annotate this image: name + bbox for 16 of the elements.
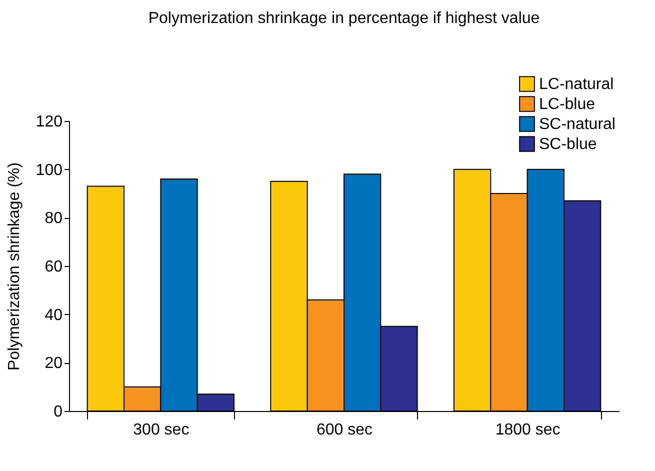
y-tick-label: 100 [36,162,63,179]
x-tick-label: 600 sec [316,422,373,438]
y-tick-label: 80 [44,210,63,228]
chart-title: Polymerization shrinkage in percentage if highest value [148,10,540,27]
legend-label: SC-blue [539,136,597,153]
y-axis-title: Polymerization shrinkage (%) [6,162,23,371]
x-tick-label: 300 sec [133,422,190,438]
y-tick-label: 40 [44,306,63,324]
y-tick-label: 60 [44,258,63,276]
x-tick-label: 1800 sec [495,422,560,438]
y-tick-label: 0 [54,404,63,420]
y-tick-label: 20 [44,355,63,372]
legend-label: SC-natural [539,116,616,133]
y-tick-label: 120 [36,114,63,130]
legend-label: LC-natural [539,76,614,93]
legend-label: LC-blue [539,96,596,113]
